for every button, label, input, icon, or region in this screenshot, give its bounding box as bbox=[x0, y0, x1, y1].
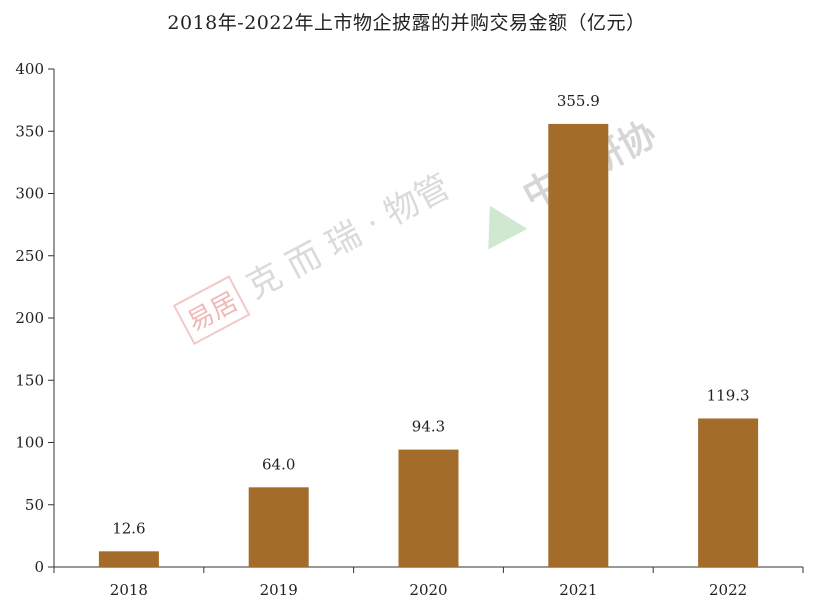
x-tick-label-2019: 2019 bbox=[260, 581, 298, 599]
data-label-2022: 119.3 bbox=[707, 386, 750, 404]
chart-title: 2018年-2022年上市物企披露的并购交易金额（亿元） bbox=[167, 12, 646, 34]
y-tick-label: 50 bbox=[25, 496, 44, 514]
y-tick-label: 250 bbox=[15, 247, 44, 265]
bar-2018 bbox=[98, 551, 159, 567]
y-tick-label: 150 bbox=[15, 371, 44, 389]
x-tick-label-2021: 2021 bbox=[559, 581, 597, 599]
data-label-2019: 64.0 bbox=[262, 455, 295, 473]
data-label-2018: 12.6 bbox=[112, 519, 145, 537]
x-tick-label-2018: 2018 bbox=[110, 581, 148, 599]
bar-2020 bbox=[398, 449, 459, 567]
data-label-2021: 355.9 bbox=[557, 92, 600, 110]
y-tick-label: 350 bbox=[15, 122, 44, 140]
y-tick-label: 200 bbox=[15, 309, 44, 327]
bar-2022 bbox=[698, 418, 759, 567]
bar-2021 bbox=[548, 123, 609, 567]
x-tick-label-2022: 2022 bbox=[709, 581, 747, 599]
bar-2019 bbox=[248, 487, 309, 567]
x-tick-label-2020: 2020 bbox=[409, 581, 447, 599]
y-tick-label: 400 bbox=[15, 60, 44, 78]
y-tick-label: 0 bbox=[34, 558, 44, 576]
y-tick-label: 100 bbox=[15, 434, 44, 452]
data-label-2020: 94.3 bbox=[412, 418, 445, 436]
y-tick-label: 300 bbox=[15, 185, 44, 203]
